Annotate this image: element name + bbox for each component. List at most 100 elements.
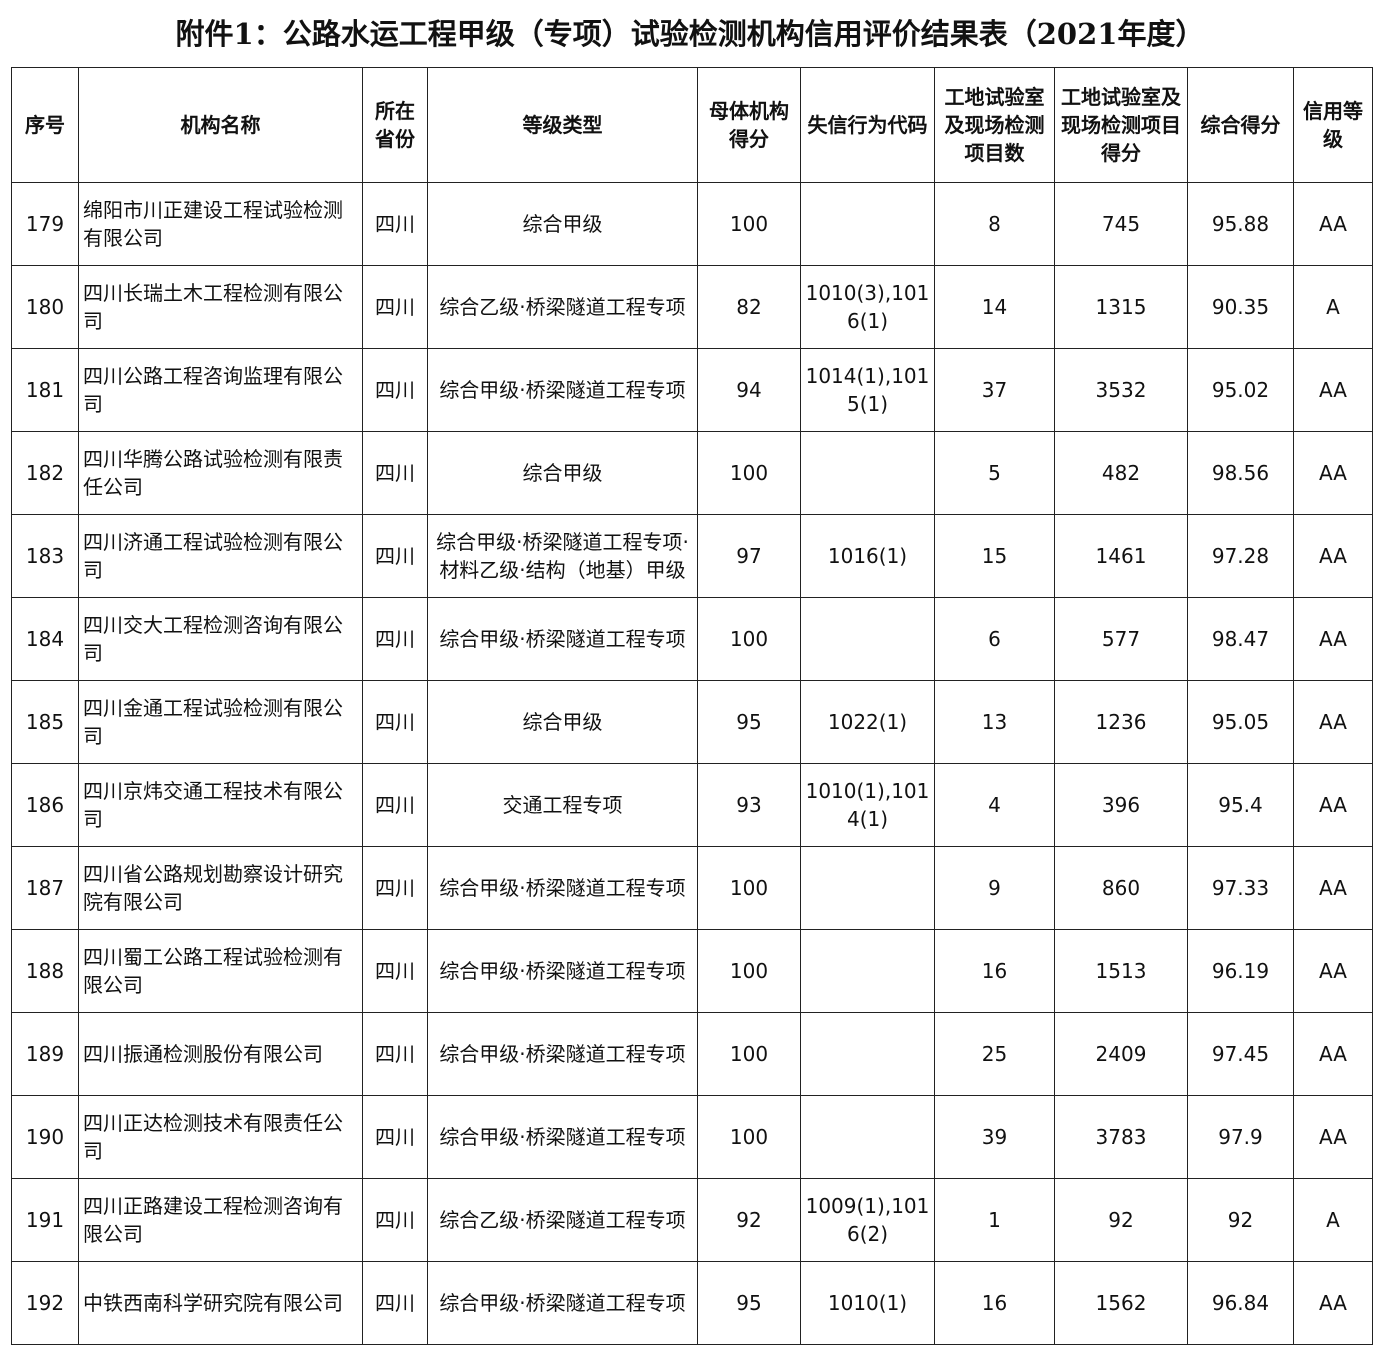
cell-text: AA — [1319, 793, 1347, 817]
table-cell: 四川 — [362, 680, 428, 764]
cell-text: 2409 — [1095, 1042, 1147, 1066]
table-cell: 98.56 — [1187, 431, 1294, 515]
table-cell: AA — [1293, 597, 1373, 681]
table-cell: 98.47 — [1187, 597, 1294, 681]
table-cell: 184 — [11, 597, 79, 681]
table-cell: 15 — [934, 514, 1055, 598]
table-cell: 100 — [697, 929, 801, 1013]
table-body: 179 绵阳市川正建设工程试验检测有限公司 四川 综合甲级 100 8 745 95.88 AA… — [11, 182, 1373, 1345]
table-cell: 1014(1),1015(1) — [800, 348, 935, 432]
table-row: 187 四川省公路规划勘察设计研究院有限公司 四川 综合甲级·桥梁隧道工程专项 100 9… — [11, 846, 1373, 930]
table-cell: 181 — [11, 348, 79, 432]
cell-text: 94 — [736, 378, 762, 402]
table-cell: 绵阳市川正建设工程试验检测有限公司 — [78, 182, 363, 266]
cell-text: 16 — [981, 1291, 1008, 1315]
table-cell: 180 — [11, 265, 79, 349]
cell-text: 92 — [1227, 1208, 1254, 1232]
cell-text: 1562 — [1095, 1291, 1147, 1315]
table-cell: 860 — [1054, 846, 1188, 930]
table-cell: AA — [1293, 680, 1373, 764]
table-cell: 183 — [11, 514, 79, 598]
cell-text: 182 — [25, 461, 65, 485]
cell-text: 1010(3),1016(1) — [805, 281, 930, 333]
table-cell: 192 — [11, 1261, 79, 1345]
cell-text: 四川金通工程试验检测有限公司 — [83, 696, 343, 748]
table-cell: AA — [1293, 763, 1373, 847]
cell-text: 16 — [981, 959, 1008, 983]
table-cell: 四川 — [362, 431, 428, 515]
table-cell: 四川金通工程试验检测有限公司 — [78, 680, 363, 764]
cell-text: 95.4 — [1218, 793, 1263, 817]
cell-text: 8 — [988, 212, 1001, 236]
table-cell: 四川 — [362, 182, 428, 266]
table-cell: 四川 — [362, 597, 428, 681]
table-cell: 100 — [697, 1095, 801, 1179]
table-cell: 1010(1),1014(1) — [800, 763, 935, 847]
table-row: 181 四川公路工程咨询监理有限公司 四川 综合甲级·桥梁隧道工程专项 94 1014(1… — [11, 348, 1373, 432]
table-cell: 9 — [934, 846, 1055, 930]
cell-text: 482 — [1101, 461, 1141, 485]
cell-text: 四川 — [375, 627, 415, 651]
cell-text: 交通工程专项 — [502, 793, 623, 817]
cell-text: 四川京炜交通工程技术有限公司 — [83, 779, 343, 831]
table-cell: AA — [1293, 182, 1373, 266]
table-cell: 95.88 — [1187, 182, 1294, 266]
table-cell: A — [1293, 1178, 1373, 1262]
cell-text: AA — [1319, 876, 1347, 900]
cell-text: 97.45 — [1211, 1042, 1270, 1066]
cell-text: AA — [1319, 627, 1347, 651]
cell-text: 四川 — [375, 1291, 415, 1315]
cell-text: 187 — [25, 876, 65, 900]
table-cell: 2409 — [1054, 1012, 1188, 1096]
cell-text: 1009(1),1016(2) — [805, 1194, 930, 1246]
cell-text: 四川省公路规划勘察设计研究院有限公司 — [83, 862, 343, 914]
table-cell: 97.9 — [1187, 1095, 1294, 1179]
table-cell: AA — [1293, 1095, 1373, 1179]
table-cell: 四川 — [362, 846, 428, 930]
cell-text: 四川 — [375, 1208, 415, 1232]
cell-text: 四川济通工程试验检测有限公司 — [83, 530, 343, 582]
table-cell: 100 — [697, 182, 801, 266]
cell-text: 181 — [25, 378, 65, 402]
cell-text: AA — [1319, 212, 1347, 236]
cell-text: 中铁西南科学研究院有限公司 — [83, 1291, 343, 1315]
cell-text: 188 — [25, 959, 65, 983]
cell-text: 综合乙级·桥梁隧道工程专项 — [439, 295, 686, 319]
table-cell: AA — [1293, 929, 1373, 1013]
cell-text: 100 — [729, 461, 769, 485]
cell-text: 综合甲级·桥梁隧道工程专项 — [439, 1125, 686, 1149]
table-cell: 396 — [1054, 763, 1188, 847]
cell-text: 四川交大工程检测咨询有限公司 — [83, 613, 343, 665]
cell-text: 82 — [736, 295, 762, 319]
table-cell: 95 — [697, 1261, 801, 1345]
cell-text: 37 — [981, 378, 1008, 402]
cell-text: 186 — [25, 793, 65, 817]
table-cell: 四川 — [362, 1178, 428, 1262]
cell-text: 95 — [736, 1291, 762, 1315]
cell-text: 97 — [736, 544, 762, 568]
table-cell: 5 — [934, 431, 1055, 515]
cell-text: 综合甲级·桥梁隧道工程专项 — [439, 378, 686, 402]
table-cell: 1010(3),1016(1) — [800, 265, 935, 349]
cell-text: AA — [1319, 1291, 1347, 1315]
table-cell: 1010(1) — [800, 1261, 935, 1345]
table-row: 190 四川正达检测技术有限责任公司 四川 综合甲级·桥梁隧道工程专项 100 39 378… — [11, 1095, 1373, 1179]
table-cell: 182 — [11, 431, 79, 515]
table-cell: 97 — [697, 514, 801, 598]
table-cell: 1461 — [1054, 514, 1188, 598]
table-cell: AA — [1293, 348, 1373, 432]
table-row: 188 四川蜀工公路工程试验检测有限公司 四川 综合甲级·桥梁隧道工程专项 100 16 1… — [11, 929, 1373, 1013]
cell-text: 1315 — [1095, 295, 1147, 319]
table-cell: 95.05 — [1187, 680, 1294, 764]
table-cell: 四川 — [362, 1261, 428, 1345]
table-row: 189 四川振通检测股份有限公司 四川 综合甲级·桥梁隧道工程专项 100 25 2409 9… — [11, 1012, 1373, 1096]
cell-text: 四川 — [375, 959, 415, 983]
cell-text: 97.33 — [1211, 876, 1270, 900]
cell-text: 四川 — [375, 544, 415, 568]
table-row: 179 绵阳市川正建设工程试验检测有限公司 四川 综合甲级 100 8 745 95.88 AA — [11, 182, 1373, 266]
table-cell: 1016(1) — [800, 514, 935, 598]
cell-text: 四川振通检测股份有限公司 — [83, 1042, 323, 1066]
table-cell: A — [1293, 265, 1373, 349]
cell-text: 95.05 — [1211, 710, 1270, 734]
table-cell: 186 — [11, 763, 79, 847]
